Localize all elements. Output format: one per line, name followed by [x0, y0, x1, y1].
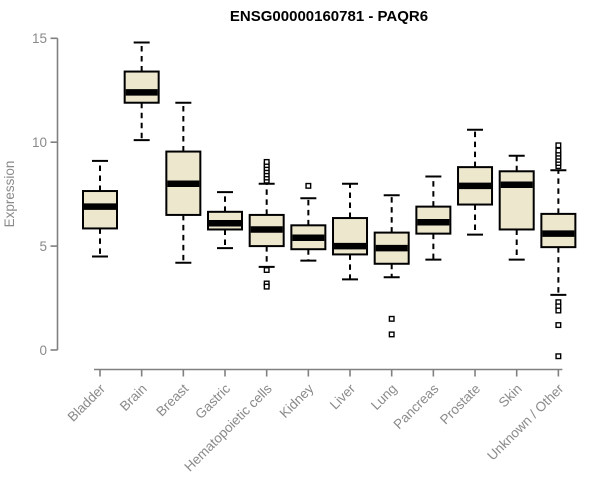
boxplot-pancreas: [415, 175, 452, 261]
iqr-box: [498, 170, 535, 231]
x-tick-label-gastric: Gastric: [192, 381, 233, 422]
x-tick-label-breast: Breast: [153, 381, 191, 419]
outlier-point: [263, 266, 270, 273]
boxplot-skin: [498, 154, 535, 261]
x-tick-label-brain: Brain: [117, 381, 150, 414]
outlier-point: [388, 331, 395, 338]
boxplot-liver: [332, 182, 369, 281]
boxplot-lung: [373, 194, 410, 338]
chart-title: ENSG00000160781 - PAQR6: [230, 8, 428, 25]
x-tick-label-skin: Skin: [496, 381, 525, 410]
iqr-box: [123, 70, 160, 104]
boxplot-brain: [123, 41, 160, 142]
x-tick-label-prostate: Prostate: [437, 381, 483, 427]
y-tick-label: 10: [32, 135, 47, 150]
x-tick-label-lung: Lung: [368, 381, 400, 413]
outlier-point: [305, 182, 312, 189]
boxplot-bladder: [82, 159, 118, 258]
x-tick-label-bladder: Bladder: [65, 381, 109, 425]
outlier-point: [263, 158, 270, 165]
outlier-point: [555, 142, 562, 149]
x-tick-label-pancreas: Pancreas: [391, 381, 442, 432]
outlier-point: [555, 322, 562, 329]
boxplot-gastric: [207, 191, 244, 250]
outlier-point: [263, 283, 270, 290]
outlier-point: [555, 307, 562, 314]
boxplot-unknown-other: [540, 142, 577, 360]
x-tick-label-unknown-other: Unknown / Other: [484, 381, 567, 464]
outlier-point: [555, 147, 562, 154]
boxplot-breast: [165, 101, 202, 264]
x-tick-label-kidney: Kidney: [277, 381, 317, 421]
y-axis-title: Expression: [2, 161, 17, 228]
x-tick-label-liver: Liver: [327, 381, 359, 413]
outlier-point: [555, 353, 562, 360]
plot-area: 0 5 10 15 Bladder Brain Breast GastricHematopoi…: [32, 31, 577, 474]
y-tick-label: 15: [32, 31, 47, 46]
outlier-point: [388, 315, 395, 322]
boxplot-hematopoietic-cells: [248, 158, 285, 290]
boxplot-prostate: [457, 128, 494, 236]
y-tick-label: 5: [39, 239, 47, 254]
y-tick-label: 0: [39, 343, 47, 358]
boxplot-kidney: [290, 182, 327, 262]
y-axis: 0 5 10 15: [32, 31, 59, 358]
